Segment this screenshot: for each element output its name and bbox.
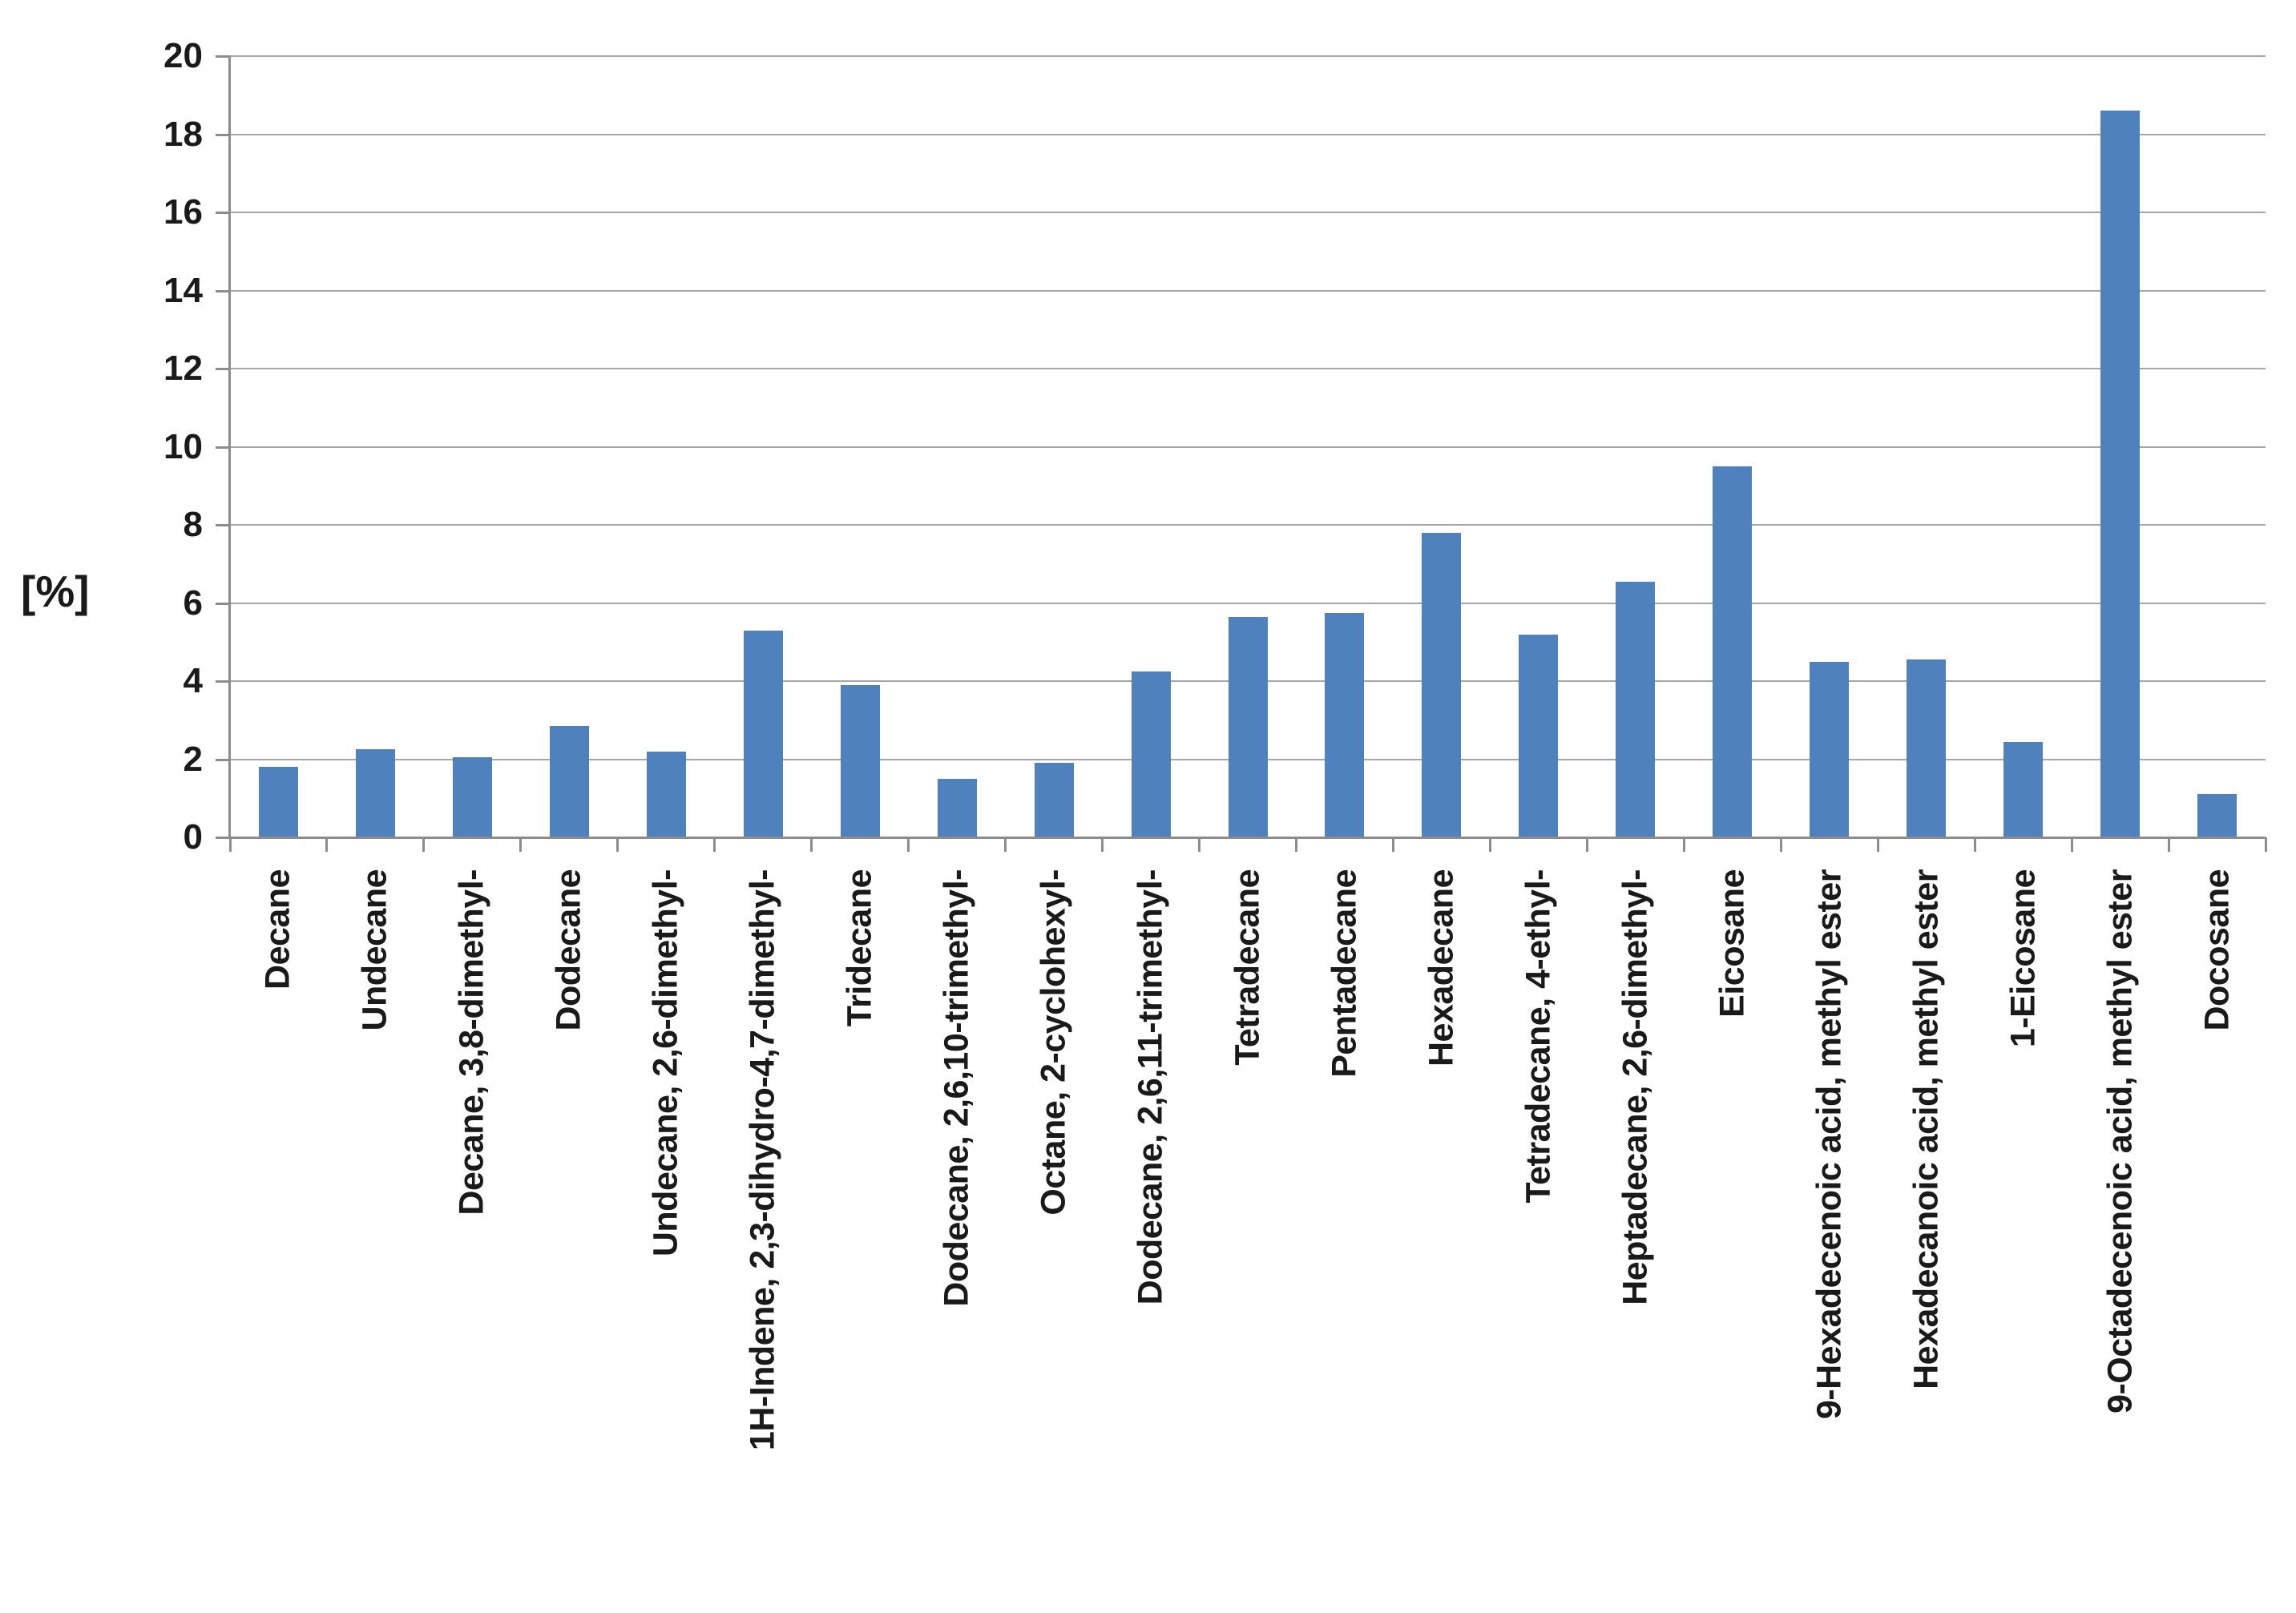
bar (2100, 111, 2141, 837)
gridline (230, 289, 2266, 292)
x-tick (713, 837, 716, 852)
y-tick (216, 133, 230, 136)
x-tick (1101, 837, 1104, 852)
x-axis-label: 1H-Indene, 2,3-dihydro-4,7-dimethyl- (743, 869, 782, 1451)
y-tick-label: 2 (183, 739, 203, 779)
x-tick (810, 837, 813, 852)
x-tick (2264, 837, 2267, 852)
y-axis-line (228, 56, 231, 839)
y-tick (216, 289, 230, 292)
x-axis-label: Eicosane (1713, 869, 1752, 1018)
x-tick (1973, 837, 1976, 852)
x-axis-label: Pentadecane (1325, 869, 1364, 1078)
y-tick (216, 368, 230, 370)
bar (1228, 616, 1268, 837)
bar (1422, 532, 1462, 837)
bar (1713, 466, 1753, 837)
bar (355, 749, 395, 837)
y-tick (216, 524, 230, 526)
x-tick (1004, 837, 1007, 852)
y-tick-label: 8 (183, 505, 203, 544)
y-tick-label: 12 (163, 349, 203, 388)
bar (937, 778, 977, 837)
x-axis-label: Undecane, 2,6-dimethyl- (646, 869, 685, 1257)
x-tick (1294, 837, 1297, 852)
y-tick-label: 6 (183, 583, 203, 623)
x-tick (616, 837, 619, 852)
x-axis-label: Decane (258, 869, 297, 990)
bar (1325, 612, 1365, 837)
x-tick (1391, 837, 1394, 852)
y-tick-label: 10 (163, 426, 203, 466)
gridline (230, 368, 2266, 369)
x-axis-label: 1-Eicosane (2003, 869, 2043, 1048)
y-tick (216, 446, 230, 449)
bar (258, 767, 298, 837)
y-tick (216, 837, 230, 839)
bar (1616, 581, 1656, 837)
bar (840, 684, 880, 837)
bar (1907, 659, 1947, 837)
x-tick (2167, 837, 2170, 852)
x-axis-label: Undecane (355, 869, 394, 1031)
x-tick (2070, 837, 2073, 852)
y-tick (216, 680, 230, 683)
x-axis-label: Hexadecane (1422, 869, 1461, 1067)
x-tick (1198, 837, 1201, 852)
x-tick (1779, 837, 1782, 852)
bar (2197, 794, 2237, 837)
x-axis-label: Hexadecanoic acid, methyl ester (1907, 869, 1946, 1389)
x-axis-label: Heptadecane, 2,6-dimethyl- (1616, 869, 1655, 1305)
gridline (230, 55, 2266, 57)
bar (646, 751, 686, 837)
y-tick (216, 55, 230, 58)
y-tick (216, 212, 230, 214)
x-axis-label: Dodecane, 2,6,11-trimethyl- (1131, 869, 1170, 1305)
bar (2003, 741, 2044, 837)
bar (743, 630, 783, 837)
x-axis-line (228, 837, 2266, 839)
y-tick-label: 0 (183, 817, 203, 857)
y-tick-label: 4 (183, 661, 203, 700)
x-tick (1682, 837, 1685, 852)
x-axis-label: Octane, 2-cyclohexyl- (1034, 869, 1073, 1216)
x-axis-label: 9-Octadecenoic acid, methyl ester (2100, 869, 2140, 1413)
bar (1034, 763, 1074, 837)
bar (549, 726, 589, 837)
x-axis-label: Tetradecane (1228, 869, 1267, 1066)
x-axis-label: Decane, 3,8-dimethyl- (452, 869, 491, 1216)
x-axis-label: 9-Hexadecenoic acid, methyl ester (1810, 869, 1849, 1420)
x-tick (907, 837, 910, 852)
y-tick (216, 758, 230, 761)
x-axis-label: Tetradecane, 4-ethyl- (1519, 869, 1558, 1204)
x-tick (228, 837, 232, 852)
y-axis-unit-label: [%] (21, 567, 90, 616)
y-tick-label: 14 (163, 270, 203, 310)
x-tick (422, 837, 426, 852)
gridline (230, 602, 2266, 604)
x-tick (1585, 837, 1588, 852)
bar (1810, 661, 1850, 837)
bar (1131, 671, 1171, 837)
x-tick (519, 837, 523, 852)
y-tick-label: 18 (163, 114, 203, 154)
x-axis-label: Tridecane (840, 869, 879, 1027)
y-tick-label: 16 (163, 192, 203, 232)
x-tick (325, 837, 329, 852)
x-tick (1488, 837, 1491, 852)
bar (1519, 634, 1559, 837)
x-axis-label: Dodecane, 2,6,10-trimethyl- (937, 869, 976, 1307)
x-axis-label: Dodecane (549, 869, 588, 1031)
gridline (230, 212, 2266, 213)
x-tick (1876, 837, 1879, 852)
gridline (230, 133, 2266, 135)
gridline (230, 524, 2266, 526)
bar (452, 757, 492, 837)
y-tick (216, 602, 230, 605)
x-axis-label: Docosane (2197, 869, 2237, 1031)
y-tick-label: 20 (163, 36, 203, 75)
gridline (230, 446, 2266, 448)
